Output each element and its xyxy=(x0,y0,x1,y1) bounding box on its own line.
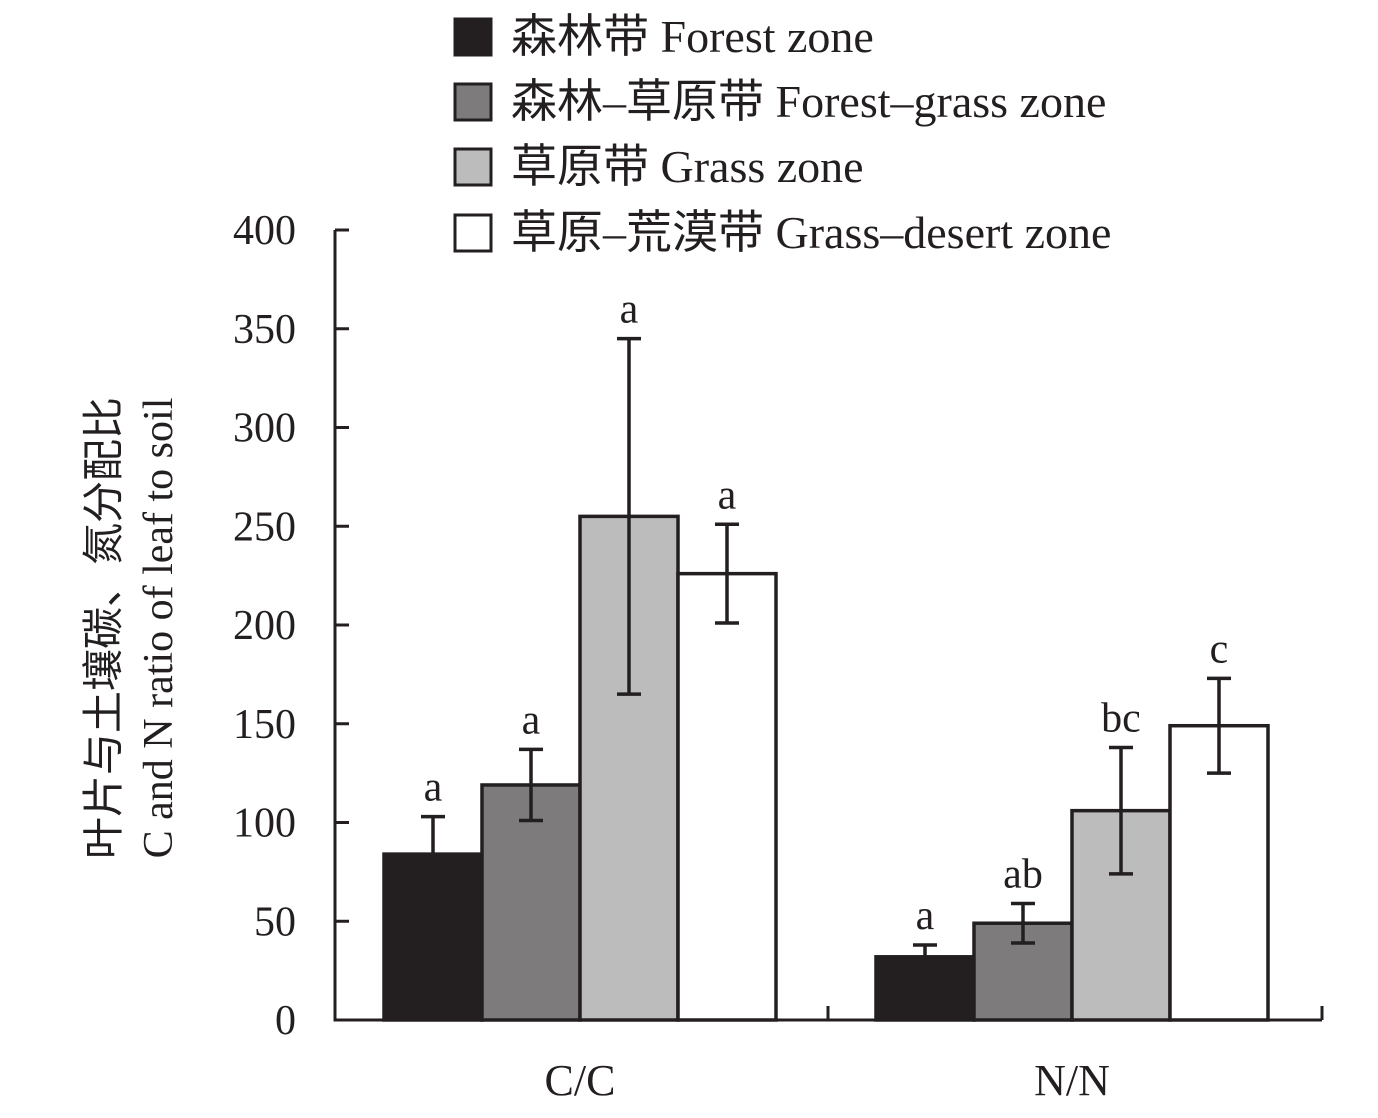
error-bars xyxy=(421,336,1231,971)
legend-label: 草原带 Grass zone xyxy=(511,141,864,192)
category-label: C/C xyxy=(545,1056,616,1105)
y-axis-ticks: 0 50 100 150 200 250 300 350 400 xyxy=(233,208,349,1044)
significance-letter: a xyxy=(916,893,935,939)
legend-swatch xyxy=(453,17,493,57)
y-tick-label: 350 xyxy=(233,307,296,353)
significance-letter: a xyxy=(620,287,639,333)
bar xyxy=(676,571,778,1022)
significance-letter: ab xyxy=(1003,851,1043,897)
legend: 森林带 Forest zone 森林–草原带 Forest–grass zone 草… xyxy=(453,11,1111,258)
y-tick-label: 400 xyxy=(233,208,296,254)
legend-swatch xyxy=(453,82,493,122)
y-tick-label: 200 xyxy=(233,603,296,649)
legend-swatch xyxy=(453,147,493,187)
legend-label: 森林–草原带 Forest–grass zone xyxy=(511,76,1106,127)
y-tick-label: 150 xyxy=(233,702,296,748)
significance-letter: a xyxy=(522,697,541,743)
significance-labels: a a a a a ab bc c xyxy=(424,287,1229,939)
y-tick-label: 250 xyxy=(233,504,296,550)
significance-letter: a xyxy=(718,472,737,518)
bars xyxy=(382,514,1270,1022)
legend-label: 森林带 Forest zone xyxy=(511,11,874,62)
bar xyxy=(480,783,582,1022)
significance-letter: bc xyxy=(1101,695,1141,741)
y-tick-label: 100 xyxy=(233,801,296,847)
y-tick-label: 0 xyxy=(275,998,296,1044)
legend-swatch xyxy=(453,213,493,253)
y-axis-title: 叶片与土壤碳、氮分配比 C and N ratio of leaf to soi… xyxy=(81,397,182,859)
y-axis-title-cn: 叶片与土壤碳、氮分配比 xyxy=(81,397,128,859)
category-label: N/N xyxy=(1034,1056,1110,1105)
y-tick-label: 50 xyxy=(254,899,296,945)
y-axis-title-en: C and N ratio of leaf to soil xyxy=(136,398,182,859)
legend-label: 草原–荒漠带 Grass–desert zone xyxy=(511,207,1111,258)
category-labels: C/C N/N xyxy=(545,1056,1110,1105)
significance-letter: c xyxy=(1210,626,1229,672)
significance-letter: a xyxy=(424,765,443,811)
y-tick-label: 300 xyxy=(233,406,296,452)
bar xyxy=(1070,808,1172,1022)
